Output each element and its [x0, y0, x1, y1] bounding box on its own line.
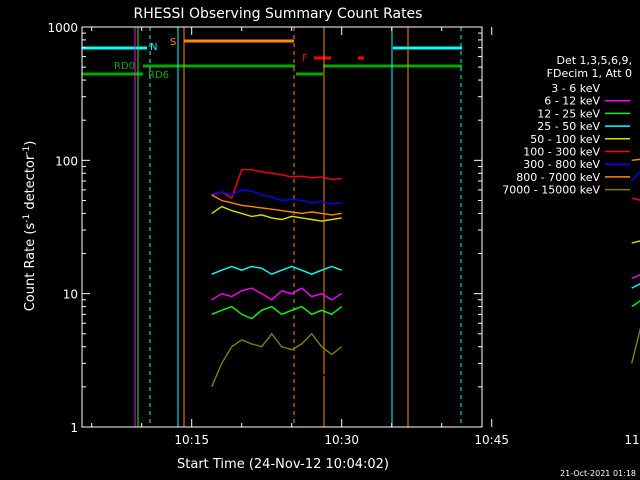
- axes-box: [81, 26, 483, 428]
- legend-label: 100 - 300 keV: [523, 146, 600, 159]
- legend-label: 3 - 6 keV: [551, 82, 600, 95]
- y-axis-label-part: detector: [23, 154, 38, 214]
- flag-label-s: S: [170, 37, 176, 48]
- flag-label-rd0: RD0: [114, 61, 135, 72]
- x-tick-label: 10:30: [324, 433, 359, 447]
- legend-label: 300 - 800 keV: [523, 158, 600, 171]
- x-tick-label: 10:15: [174, 433, 209, 447]
- timestamp: 21-Oct-2021 01:18: [560, 469, 636, 478]
- y-axis-label-sup: -1: [22, 214, 32, 223]
- y-axis-label: Count Rate (s-1 detector-1): [22, 141, 38, 312]
- legend-label: 50 - 100 keV: [530, 133, 600, 146]
- x-axis-label: Start Time (24-Nov-12 10:04:02): [177, 457, 389, 472]
- legend-label: 12 - 25 keV: [537, 107, 600, 120]
- legend-label: 800 - 7000 keV: [516, 171, 600, 184]
- y-tick-label: 100: [55, 154, 78, 168]
- y-axis-label-sup: -1: [22, 146, 32, 155]
- series-layer: [211, 158, 640, 428]
- chart-title: RHESSI Observing Summary Count Rates: [134, 6, 423, 22]
- y-tick-label: 1: [70, 421, 78, 435]
- flag-label-f: F: [302, 53, 308, 64]
- plot-frame: [81, 26, 483, 428]
- flag-label-rd6: RD6: [148, 70, 169, 81]
- legend-label: 25 - 50 keV: [537, 120, 600, 133]
- series-line-3: [211, 305, 343, 320]
- y-axis-label-part: ): [23, 141, 38, 146]
- series-line-9: [211, 332, 343, 388]
- series-line-8: [211, 194, 342, 216]
- legend-header-line: FDecim 1, Att 0: [547, 67, 632, 80]
- legend-header-line: Det 1,3,5,6,9,: [556, 54, 632, 67]
- x-tick-label: 10:45: [474, 433, 509, 447]
- flag-bars: [81, 27, 462, 427]
- flag-label-n: N: [150, 42, 157, 53]
- y-tick-label: 10: [63, 288, 78, 302]
- y-tick-label: 1000: [47, 21, 78, 35]
- series-line-5: [211, 205, 342, 222]
- series-line-4: [211, 265, 342, 275]
- x-tick-label: 11:00: [624, 433, 640, 447]
- y-axis-label-part: Count Rate (s: [23, 223, 38, 312]
- series-line-7: [211, 189, 342, 205]
- series-line-1: [211, 353, 343, 428]
- legend-label: 6 - 12 keV: [544, 95, 600, 108]
- legend-label: 7000 - 15000 keV: [502, 184, 600, 197]
- series-line-2: [211, 287, 343, 301]
